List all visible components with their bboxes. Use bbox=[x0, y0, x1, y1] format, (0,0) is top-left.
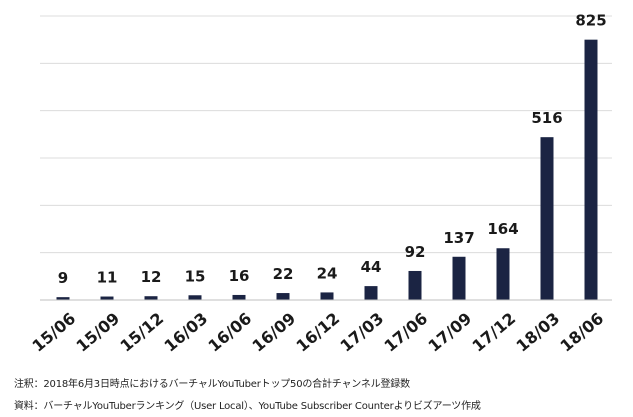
x-tick-label: 16/09 bbox=[248, 309, 299, 356]
x-tick-label: 17/06 bbox=[380, 309, 431, 356]
x-tick-label: 16/12 bbox=[292, 309, 343, 356]
x-tick-labels: 15/0615/0915/1216/0316/0616/0916/1217/03… bbox=[28, 309, 607, 356]
bar-15-12 bbox=[144, 296, 158, 300]
data-label: 137 bbox=[443, 229, 474, 247]
bar-15-06 bbox=[56, 297, 70, 300]
bar-16-06 bbox=[232, 294, 246, 300]
bar-16-09 bbox=[276, 293, 290, 300]
x-tick-label: 15/06 bbox=[28, 309, 79, 356]
bar-17-03 bbox=[364, 286, 378, 300]
data-label: 92 bbox=[405, 243, 426, 261]
x-tick-label: 16/03 bbox=[160, 309, 211, 356]
data-label: 11 bbox=[97, 269, 118, 287]
bar-15-09 bbox=[100, 296, 114, 300]
bar-18-06 bbox=[584, 39, 598, 301]
bars bbox=[56, 39, 598, 301]
bar-17-09 bbox=[452, 256, 466, 300]
data-labels: 9 11 12 15 16 22 24 44 92 137 164 516 825 bbox=[58, 12, 607, 287]
data-label: 164 bbox=[487, 220, 518, 238]
x-tick-label: 15/09 bbox=[72, 309, 123, 356]
data-label: 22 bbox=[273, 265, 294, 283]
footnote-annotation: 注釈：2018年6月3日時点におけるバーチャルYouTuberトップ50の合計チ… bbox=[14, 379, 410, 390]
x-tick-label: 15/12 bbox=[116, 309, 167, 356]
x-tick-label: 18/03 bbox=[512, 309, 563, 356]
bar-17-06 bbox=[408, 270, 422, 300]
x-tick-label: 17/09 bbox=[424, 309, 475, 356]
data-label: 16 bbox=[229, 267, 250, 285]
data-label: 825 bbox=[575, 12, 606, 30]
data-label: 9 bbox=[58, 269, 68, 287]
x-tick-label: 17/12 bbox=[468, 309, 519, 356]
data-label: 12 bbox=[141, 268, 162, 286]
data-label: 24 bbox=[317, 264, 338, 282]
data-label: 15 bbox=[185, 267, 206, 285]
bar-18-03 bbox=[540, 137, 554, 300]
data-label: 516 bbox=[531, 109, 562, 127]
x-tick-label: 16/06 bbox=[204, 309, 255, 356]
bar-17-12 bbox=[496, 248, 510, 300]
x-tick-label: 17/03 bbox=[336, 309, 387, 356]
bar-16-12 bbox=[320, 292, 334, 300]
x-tick-label: 18/06 bbox=[556, 309, 607, 356]
bar-16-03 bbox=[188, 295, 202, 300]
data-label: 44 bbox=[361, 258, 382, 276]
gridlines bbox=[40, 15, 612, 254]
footnote-source: 資料：バーチャルYouTuberランキング（User Local）、YouTub… bbox=[14, 401, 481, 412]
